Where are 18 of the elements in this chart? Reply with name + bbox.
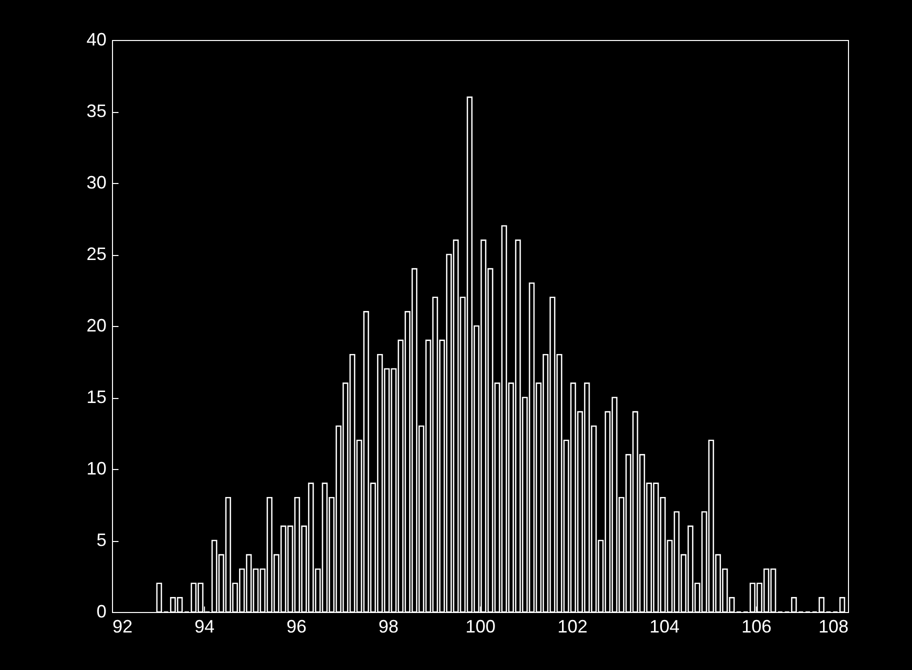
y-tick-label: 20 bbox=[86, 316, 106, 336]
x-tick-label: 96 bbox=[286, 616, 307, 636]
x-tick-label: 92 bbox=[112, 616, 133, 636]
x-tick-label: 100 bbox=[465, 616, 496, 636]
y-tick-label: 10 bbox=[86, 458, 106, 478]
x-tick-label: 106 bbox=[741, 616, 772, 636]
y-tick-label: 0 bbox=[96, 602, 106, 622]
y-tick-label: 35 bbox=[86, 101, 106, 121]
y-tick-label: 30 bbox=[86, 172, 106, 192]
x-tick-label: 94 bbox=[194, 616, 215, 636]
x-tick-label: 108 bbox=[818, 616, 848, 636]
y-tick-label: 5 bbox=[96, 530, 106, 550]
y-tick-label: 40 bbox=[86, 30, 106, 50]
y-tick-label: 15 bbox=[86, 387, 106, 407]
x-tick-label: 98 bbox=[378, 616, 399, 636]
y-tick-label: 25 bbox=[86, 244, 106, 264]
x-tick-label: 104 bbox=[649, 616, 680, 636]
x-tick-label: 102 bbox=[557, 616, 588, 636]
